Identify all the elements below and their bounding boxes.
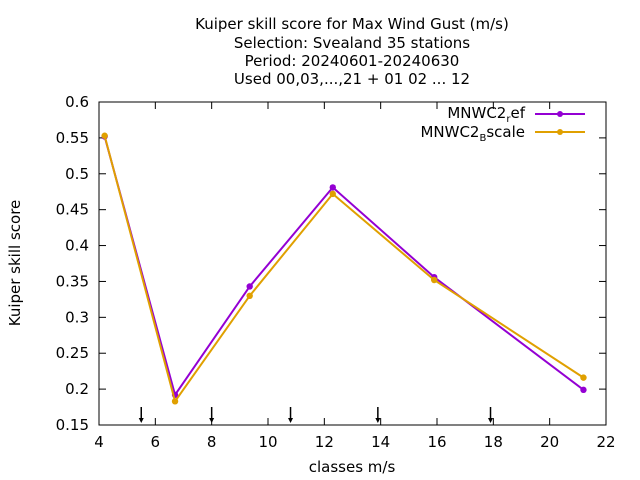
x-tick-label-4: 12: [315, 433, 334, 451]
y-tick-label-0: 0.15: [56, 416, 89, 434]
x-tick-label-1: 6: [151, 433, 161, 451]
chart-title: Kuiper skill score for Max Wind Gust (m/…: [195, 15, 509, 88]
series-2-point-5: [580, 374, 587, 381]
title-line-4: Used 00,03,...,21 + 01 02 ... 12: [234, 70, 470, 88]
x-tick-label-0: 4: [94, 433, 104, 451]
y-tick-label-8: 0.55: [56, 129, 89, 147]
axis-ticks: 4 6 8 10 12 14 16 18 20 22 0.15 0.2 0.25 0.3 0.35 0.4 0.…: [56, 93, 616, 451]
x-tick-label-5: 14: [371, 433, 390, 451]
legend-marker-series-2: [557, 129, 563, 135]
class-limit-arrowhead-1: [209, 418, 215, 423]
series-2-point-3: [329, 190, 336, 198]
title-line-3: Period: 20240601-20240630: [245, 52, 460, 70]
series-1-point-3: [329, 184, 336, 191]
title-line-1: Kuiper skill score for Max Wind Gust (m/…: [195, 15, 509, 33]
class-limit-arrowhead-4: [488, 418, 494, 423]
x-tick-label-7: 18: [484, 433, 503, 451]
series-line-1: [103, 136, 585, 398]
y-tick-label-4: 0.35: [56, 272, 89, 290]
series-1-point-2: [246, 283, 253, 290]
y-tick-label-1: 0.2: [65, 380, 89, 398]
x-tick-label-6: 16: [427, 433, 446, 451]
title-line-2: Selection: Svealand 35 stations: [234, 34, 470, 52]
series-2-point-2: [246, 292, 253, 299]
class-limit-arrowhead-3: [375, 418, 381, 423]
series-2-point-4: [430, 276, 438, 284]
series-2-point-0: [101, 132, 108, 139]
x-tick-label-8: 20: [540, 433, 559, 451]
series-1-point-5: [580, 386, 587, 394]
legend-label-series-1: MNWC2ref: [447, 104, 525, 125]
class-limit-markers: [138, 407, 494, 423]
class-limit-arrowhead-2: [288, 418, 294, 423]
plot-frame: [98, 101, 607, 426]
y-tick-label-6: 0.45: [56, 201, 89, 219]
y-axis-label: Kuiper skill score: [6, 200, 24, 327]
legend-marker-series-1: [557, 111, 563, 117]
series-group: [101, 132, 587, 405]
x-tick-label-2: 8: [207, 433, 217, 451]
y-tick-label-9: 0.6: [65, 93, 89, 111]
class-limit-arrowhead-0: [138, 418, 144, 423]
legend-label-series-2: MNWC2Bscale: [420, 123, 525, 144]
y-tick-label-7: 0.5: [65, 165, 89, 183]
y-tick-label-3: 0.3: [65, 308, 89, 326]
y-tick-label-2: 0.25: [56, 344, 89, 362]
x-tick-label-9: 22: [596, 433, 615, 451]
series-line-2: [103, 135, 585, 404]
legend: MNWC2ref MNWC2Bscale: [420, 104, 585, 144]
x-axis-label: classes m/s: [309, 458, 396, 476]
y-tick-label-5: 0.4: [65, 237, 89, 255]
series-2-point-1: [171, 398, 179, 405]
x-tick-label-3: 10: [258, 433, 277, 451]
